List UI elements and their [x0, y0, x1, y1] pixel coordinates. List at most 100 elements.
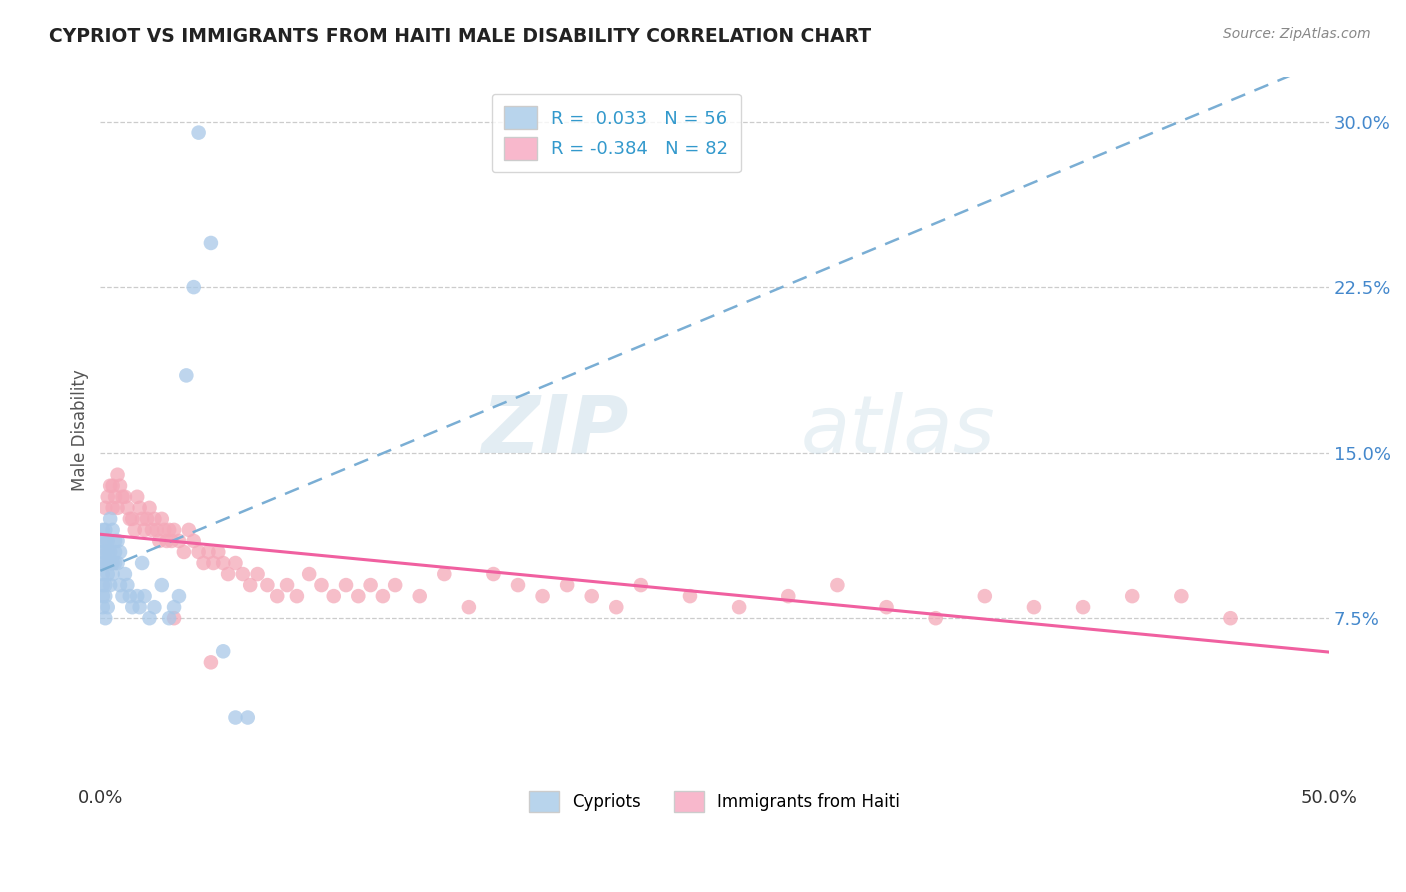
Point	[94, 556, 117, 570]
Point	[117, 500, 139, 515]
Point	[457, 600, 479, 615]
Point	[276, 578, 298, 592]
Point	[101, 500, 124, 515]
Point	[827, 578, 849, 592]
Point	[141, 523, 163, 537]
Point	[207, 545, 229, 559]
Point	[285, 589, 308, 603]
Point	[531, 589, 554, 603]
Point	[97, 533, 120, 548]
Point	[409, 589, 432, 603]
Point	[104, 545, 127, 559]
Point	[157, 523, 180, 537]
Point	[91, 545, 114, 559]
Point	[200, 235, 222, 250]
Point	[91, 533, 114, 548]
Point	[118, 512, 141, 526]
Point	[212, 644, 235, 658]
Point	[183, 280, 205, 294]
Point	[134, 589, 156, 603]
Point	[127, 490, 149, 504]
Point	[167, 589, 190, 603]
Point	[136, 512, 159, 526]
Point	[107, 556, 129, 570]
Point	[506, 578, 529, 592]
Point	[212, 556, 235, 570]
Text: CYPRIOT VS IMMIGRANTS FROM HAITI MALE DISABILITY CORRELATION CHART: CYPRIOT VS IMMIGRANTS FROM HAITI MALE DI…	[49, 27, 872, 45]
Point	[1071, 600, 1094, 615]
Point	[236, 710, 259, 724]
Point	[298, 567, 321, 582]
Point	[108, 578, 131, 592]
Point	[217, 567, 239, 582]
Point	[173, 545, 195, 559]
Point	[131, 556, 153, 570]
Point	[94, 611, 117, 625]
Point	[679, 589, 702, 603]
Point	[104, 490, 127, 504]
Point	[111, 589, 134, 603]
Point	[876, 600, 898, 615]
Point	[157, 611, 180, 625]
Point	[104, 556, 127, 570]
Point	[187, 126, 209, 140]
Point	[98, 479, 121, 493]
Y-axis label: Male Disability: Male Disability	[72, 369, 89, 491]
Point	[101, 567, 124, 582]
Point	[197, 545, 219, 559]
Point	[97, 490, 120, 504]
Point	[101, 479, 124, 493]
Point	[266, 589, 288, 603]
Point	[128, 600, 150, 615]
Point	[94, 523, 117, 537]
Point	[94, 589, 117, 603]
Point	[107, 500, 129, 515]
Point	[924, 611, 946, 625]
Point	[98, 578, 121, 592]
Point	[384, 578, 406, 592]
Point	[94, 545, 117, 559]
Point	[143, 512, 166, 526]
Point	[107, 533, 129, 548]
Point	[91, 589, 114, 603]
Point	[1022, 600, 1045, 615]
Point	[97, 545, 120, 559]
Point	[97, 600, 120, 615]
Point	[98, 512, 121, 526]
Point	[1170, 589, 1192, 603]
Point	[1219, 611, 1241, 625]
Point	[117, 578, 139, 592]
Point	[94, 500, 117, 515]
Point	[1121, 589, 1143, 603]
Point	[256, 578, 278, 592]
Point	[143, 600, 166, 615]
Point	[433, 567, 456, 582]
Point	[150, 578, 173, 592]
Point	[91, 556, 114, 570]
Point	[121, 600, 143, 615]
Point	[202, 556, 225, 570]
Point	[111, 490, 134, 504]
Point	[153, 523, 176, 537]
Point	[163, 523, 186, 537]
Point	[322, 589, 344, 603]
Point	[94, 533, 117, 548]
Point	[108, 545, 131, 559]
Point	[232, 567, 254, 582]
Point	[183, 533, 205, 548]
Point	[124, 523, 146, 537]
Point	[360, 578, 382, 592]
Point	[605, 600, 627, 615]
Point	[91, 578, 114, 592]
Point	[107, 467, 129, 482]
Point	[148, 533, 170, 548]
Point	[98, 545, 121, 559]
Point	[91, 523, 114, 537]
Point	[167, 533, 190, 548]
Point	[246, 567, 269, 582]
Point	[187, 545, 209, 559]
Point	[239, 578, 262, 592]
Point	[335, 578, 357, 592]
Point	[176, 368, 198, 383]
Point	[138, 611, 160, 625]
